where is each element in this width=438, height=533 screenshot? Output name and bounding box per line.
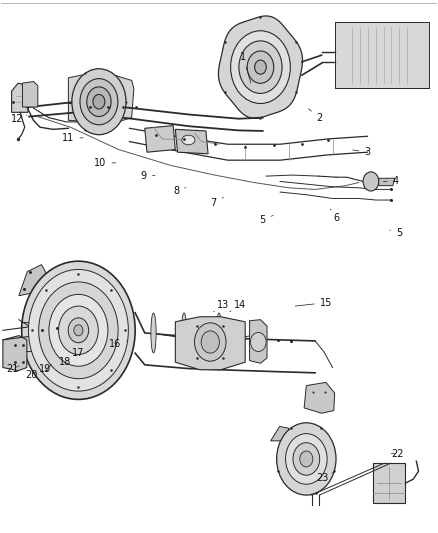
Circle shape bbox=[254, 60, 266, 74]
Circle shape bbox=[247, 51, 274, 83]
Polygon shape bbox=[19, 265, 47, 296]
Circle shape bbox=[277, 423, 336, 495]
Circle shape bbox=[300, 451, 313, 467]
Text: 11: 11 bbox=[62, 133, 83, 143]
Text: 5: 5 bbox=[260, 215, 273, 225]
Text: 7: 7 bbox=[211, 197, 223, 208]
Ellipse shape bbox=[181, 313, 187, 353]
Text: 4: 4 bbox=[383, 176, 399, 187]
Text: 2: 2 bbox=[308, 109, 322, 123]
Text: 8: 8 bbox=[173, 186, 186, 196]
Text: 3: 3 bbox=[353, 147, 371, 157]
Polygon shape bbox=[379, 178, 395, 185]
Circle shape bbox=[59, 306, 98, 354]
Circle shape bbox=[201, 331, 219, 353]
Polygon shape bbox=[175, 317, 245, 370]
Polygon shape bbox=[22, 82, 38, 107]
Polygon shape bbox=[250, 320, 267, 364]
Circle shape bbox=[363, 172, 379, 191]
Text: 14: 14 bbox=[230, 300, 246, 312]
Circle shape bbox=[239, 41, 282, 93]
Text: 20: 20 bbox=[25, 370, 37, 381]
Circle shape bbox=[68, 318, 88, 343]
Circle shape bbox=[251, 333, 266, 352]
Polygon shape bbox=[373, 463, 406, 503]
Circle shape bbox=[87, 87, 111, 117]
Polygon shape bbox=[68, 72, 134, 123]
Text: 18: 18 bbox=[59, 357, 71, 367]
Text: 9: 9 bbox=[141, 171, 155, 181]
Text: 19: 19 bbox=[39, 364, 52, 374]
Ellipse shape bbox=[182, 135, 195, 145]
Polygon shape bbox=[304, 382, 335, 413]
Circle shape bbox=[80, 79, 118, 125]
Text: 23: 23 bbox=[317, 473, 332, 482]
Circle shape bbox=[93, 94, 105, 109]
Circle shape bbox=[293, 443, 320, 475]
Text: 21: 21 bbox=[7, 364, 19, 374]
Polygon shape bbox=[271, 426, 290, 441]
Circle shape bbox=[74, 325, 83, 336]
Text: 12: 12 bbox=[11, 114, 27, 124]
Circle shape bbox=[286, 434, 327, 484]
Circle shape bbox=[231, 31, 290, 103]
Circle shape bbox=[49, 294, 108, 366]
Polygon shape bbox=[175, 130, 208, 154]
Text: 5: 5 bbox=[390, 228, 402, 238]
Circle shape bbox=[72, 69, 126, 135]
Text: 16: 16 bbox=[109, 338, 127, 349]
Polygon shape bbox=[335, 22, 428, 88]
Circle shape bbox=[28, 270, 128, 391]
Text: 15: 15 bbox=[295, 297, 332, 308]
Circle shape bbox=[194, 323, 226, 361]
Polygon shape bbox=[145, 126, 175, 152]
Polygon shape bbox=[12, 83, 30, 112]
Polygon shape bbox=[3, 336, 27, 370]
Circle shape bbox=[39, 282, 118, 378]
Circle shape bbox=[21, 261, 135, 399]
Ellipse shape bbox=[216, 313, 222, 353]
Text: 22: 22 bbox=[391, 449, 403, 458]
Text: 1: 1 bbox=[240, 52, 251, 83]
Text: 13: 13 bbox=[214, 300, 230, 312]
Text: 17: 17 bbox=[72, 348, 88, 358]
Text: 6: 6 bbox=[330, 209, 340, 223]
Text: 10: 10 bbox=[94, 158, 116, 168]
Polygon shape bbox=[219, 16, 303, 118]
Ellipse shape bbox=[151, 313, 156, 353]
